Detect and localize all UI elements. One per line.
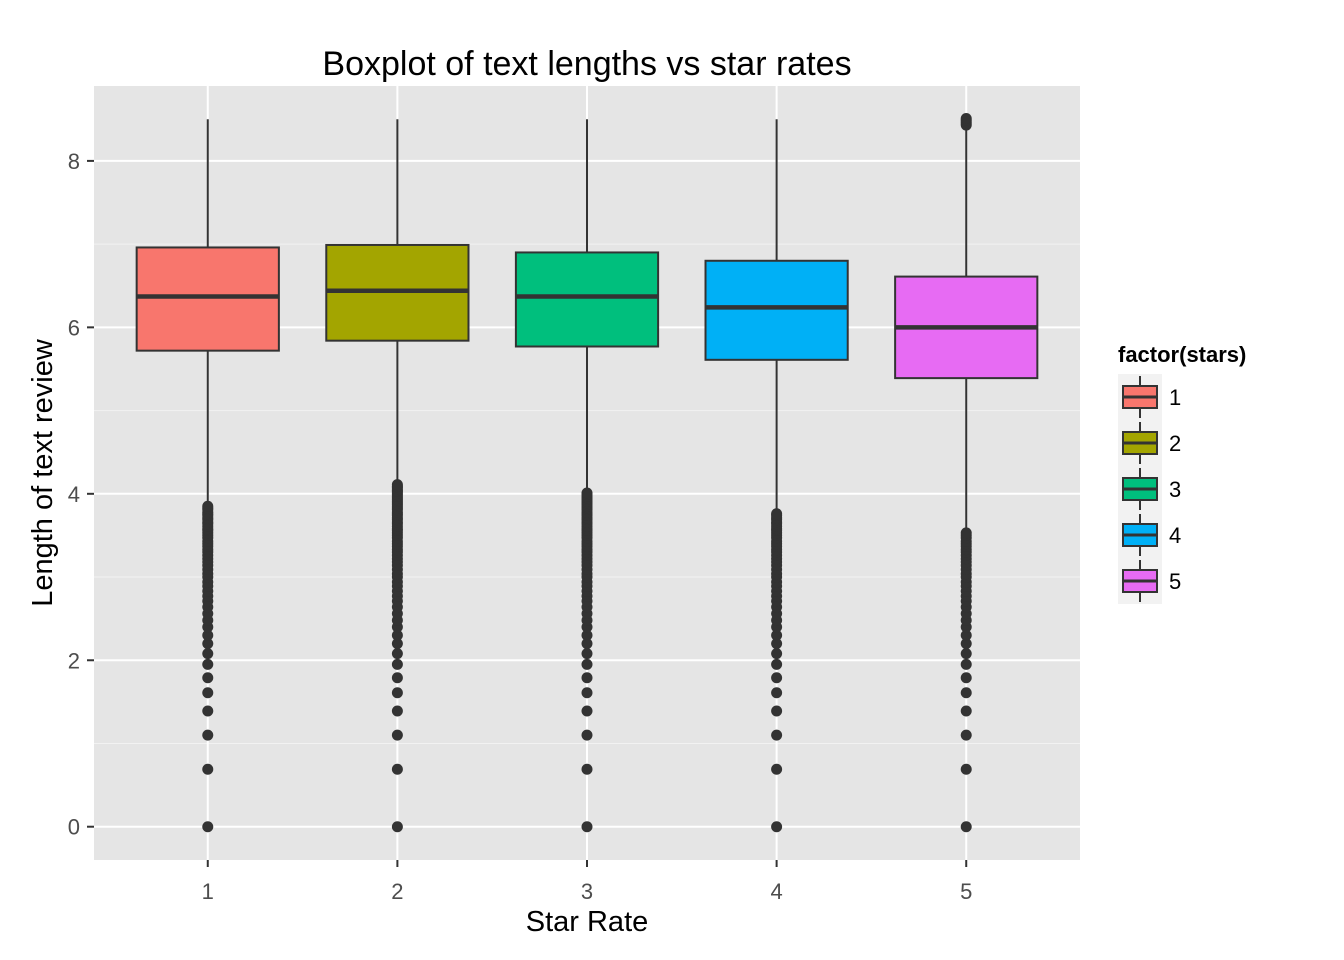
outlier-point <box>960 763 972 775</box>
legend-label: 3 <box>1169 477 1181 502</box>
box <box>135 246 280 352</box>
outlier-point <box>391 705 403 717</box>
box-group-3 <box>514 119 660 833</box>
outlier-point <box>960 821 972 833</box>
outlier-point <box>771 763 783 775</box>
outlier-point <box>581 638 593 650</box>
outlier-point <box>391 629 403 641</box>
y-tick-label: 0 <box>68 815 80 840</box>
legend-item-5: 5 <box>1118 558 1181 604</box>
outlier-point <box>771 729 783 741</box>
legend-label: 4 <box>1169 523 1181 548</box>
legend-label: 5 <box>1169 569 1181 594</box>
outlier-point <box>960 638 972 650</box>
outlier-point <box>581 763 593 775</box>
outlier-point <box>202 687 214 699</box>
box <box>704 259 849 361</box>
box-group-1 <box>135 119 280 833</box>
outlier-point <box>960 629 972 641</box>
legend-label: 2 <box>1169 431 1181 456</box>
outlier-point <box>771 672 783 684</box>
outlier-point <box>960 527 972 539</box>
x-tick-label: 1 <box>202 879 214 904</box>
outlier-point <box>771 638 783 650</box>
x-axis-title: Star Rate <box>526 906 649 938</box>
outlier-point <box>391 638 403 650</box>
legend-item-4: 4 <box>1118 512 1181 558</box>
outlier-point <box>391 687 403 699</box>
y-tick-label: 4 <box>68 482 80 507</box>
outlier-point <box>771 508 783 520</box>
outlier-point <box>202 729 214 741</box>
y-axis-title: Length of text review <box>27 338 59 607</box>
outlier-point <box>391 729 403 741</box>
outlier-point <box>960 648 972 660</box>
outlier-point <box>581 705 593 717</box>
legend-item-1: 1 <box>1118 374 1181 420</box>
outlier-point <box>960 658 972 670</box>
legend: factor(stars) 1 2 3 4 5 <box>1118 342 1246 604</box>
outlier-point <box>391 479 403 491</box>
outlier-point <box>771 629 783 641</box>
outlier-point <box>581 629 593 641</box>
outlier-point <box>202 658 214 670</box>
y-tick-label: 2 <box>68 648 80 673</box>
box <box>514 251 660 348</box>
outlier-point <box>771 687 783 699</box>
outlier-point <box>391 658 403 670</box>
outlier-point <box>202 672 214 684</box>
outlier-point <box>581 658 593 670</box>
x-tick-label: 4 <box>770 879 782 904</box>
box-group-4 <box>704 119 849 833</box>
legend-label: 1 <box>1169 385 1181 410</box>
outlier-point <box>771 658 783 670</box>
outlier-point <box>202 821 214 833</box>
outlier-point <box>581 648 593 660</box>
outlier-point <box>960 729 972 741</box>
outlier-point <box>960 672 972 684</box>
y-tick-label: 6 <box>68 315 80 340</box>
legend-keys: 1 2 3 4 5 <box>1118 374 1181 604</box>
legend-title: factor(stars) <box>1118 342 1246 367</box>
outlier-point <box>771 648 783 660</box>
outlier-point <box>202 629 214 641</box>
outlier-point <box>202 648 214 660</box>
outlier-point <box>581 687 593 699</box>
outlier-point <box>202 500 214 512</box>
outlier-point <box>581 672 593 684</box>
legend-item-3: 3 <box>1118 466 1181 512</box>
outlier-point <box>202 638 214 650</box>
outlier-point <box>960 112 972 124</box>
outlier-point <box>960 705 972 717</box>
outlier-point <box>391 672 403 684</box>
outlier-point <box>771 821 783 833</box>
x-axis: 1 2 3 4 5 <box>202 860 972 904</box>
outlier-point <box>391 763 403 775</box>
legend-item-2: 2 <box>1118 420 1181 466</box>
outlier-point <box>202 763 214 775</box>
outlier-point <box>202 705 214 717</box>
x-tick-label: 5 <box>960 879 972 904</box>
chart-title: Boxplot of text lengths vs star rates <box>322 45 851 83</box>
outlier-point <box>581 729 593 741</box>
boxes <box>135 112 1039 833</box>
outlier-point <box>960 687 972 699</box>
box-group-2 <box>325 119 470 833</box>
outlier-point <box>581 487 593 499</box>
box-group-5 <box>894 112 1039 833</box>
outlier-point <box>391 648 403 660</box>
outlier-point <box>581 821 593 833</box>
outlier-point <box>771 705 783 717</box>
y-tick-label: 8 <box>68 149 80 174</box>
y-axis: 0 2 4 6 8 <box>68 149 94 840</box>
x-tick-label: 3 <box>581 879 593 904</box>
x-tick-label: 2 <box>391 879 403 904</box>
outlier-point <box>391 821 403 833</box>
